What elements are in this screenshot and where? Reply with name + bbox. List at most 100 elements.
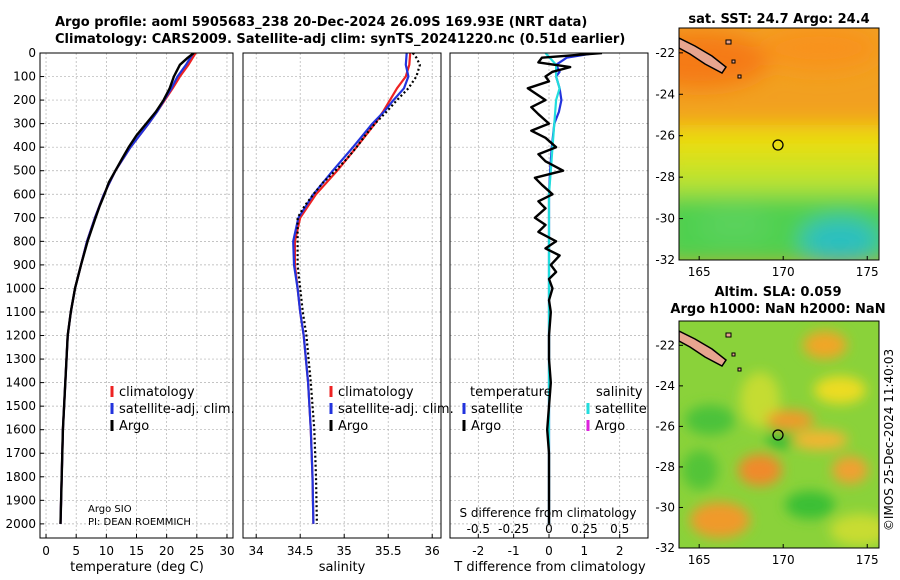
- sla_map-xtick-label: 175: [856, 553, 879, 567]
- depth-ytick-label: 1100: [5, 305, 36, 319]
- island-dot: [725, 39, 732, 45]
- sst-map: sat. SST: 24.7 Argo: 24.4: [655, 12, 880, 279]
- sst_map-xtick-label: 175: [856, 265, 879, 279]
- difference-xtick-label: -2: [472, 544, 484, 558]
- sla_map-ytick-label: -22: [655, 338, 675, 352]
- legend-d-t-argo-label: Argo: [471, 419, 501, 434]
- depth-ytick-label: 300: [13, 117, 36, 131]
- imos-credit: ©IMOS 25-Dec-2024 11:40:03: [882, 349, 896, 531]
- legend-s-satellite-label: satellite-adj. clim.: [338, 402, 454, 417]
- depth-ytick-label: 700: [13, 211, 36, 225]
- argo-float-marker: [772, 429, 784, 441]
- legend-d-s-satellite-label: satellite: [595, 402, 647, 417]
- salinity-xlabel: salinity: [319, 560, 366, 575]
- sst-map-frame: [678, 27, 880, 261]
- new-caledonia-island: [679, 37, 728, 74]
- sst_map-ytick-label: -32: [655, 253, 675, 267]
- depth-ytick-label: 900: [13, 258, 36, 272]
- depth-ytick-label: 1800: [5, 470, 36, 484]
- temperature-series-argo: [59, 53, 195, 524]
- island-dot: [737, 74, 742, 79]
- difference-top-xtick-label: 0: [545, 522, 553, 536]
- island-dot: [731, 352, 736, 357]
- depth-ytick-label: 0: [28, 46, 36, 60]
- sla_map-ytick-label: -30: [655, 500, 675, 514]
- salinity-xtick-label: 35: [337, 544, 352, 558]
- salinity-axes-frame: [242, 52, 442, 539]
- annotation-pi-name: PI: DEAN ROEMMICH: [88, 517, 191, 528]
- depth-ytick-label: 2000: [5, 517, 36, 531]
- sla_map-ytick-label: -28: [655, 460, 675, 474]
- salinity-xtick-label: 36: [425, 544, 440, 558]
- depth-ytick-label: 600: [13, 187, 36, 201]
- sla-map: Altim. SLA: 0.059 Argo h1000: NaN h2000:…: [655, 285, 885, 567]
- depth-ytick-label: 1900: [5, 493, 36, 507]
- legend-d-temperature-heading: temperature: [470, 385, 552, 400]
- temperature-xtick-label: 20: [159, 544, 174, 558]
- difference-xtick-label: 1: [581, 544, 589, 558]
- sst_map-ytick-label: -24: [655, 87, 675, 101]
- difference-top-xtick-label: -0.25: [498, 522, 529, 536]
- legend-s-climatology-label: climatology: [338, 385, 414, 400]
- legend-argo-label: Argo: [119, 419, 149, 434]
- sla_map-ytick-label: -32: [655, 541, 675, 555]
- temperature-xtick-label: 30: [219, 544, 234, 558]
- sst_map-ytick-label: -26: [655, 129, 675, 143]
- sst_map-ytick-label: -28: [655, 170, 675, 184]
- depth-ytick-label: 200: [13, 93, 36, 107]
- difference-xlabel: T difference from climatology: [453, 560, 646, 575]
- island-dot: [737, 367, 742, 372]
- argo-float-marker: [772, 139, 784, 151]
- salinity-xtick-label: 34.5: [287, 544, 314, 558]
- sla_map-ytick-label: -24: [655, 379, 675, 393]
- difference-series-argo-temperature: [526, 53, 603, 524]
- annotation-argo-sio: Argo SIO: [88, 504, 132, 515]
- depth-ytick-label: 800: [13, 234, 36, 248]
- salinity-xtick-label: 35.5: [375, 544, 402, 558]
- depth-ytick-label: 1400: [5, 376, 36, 390]
- sst_map-xtick-label: 170: [772, 265, 795, 279]
- sla-map-frame: [678, 320, 880, 549]
- difference-xtick-label: -1: [508, 544, 520, 558]
- sst_map-xtick-label: 165: [688, 265, 711, 279]
- island-dot: [731, 59, 736, 64]
- sla-map-title-line2: Argo h1000: NaN h2000: NaN: [670, 302, 885, 317]
- depth-ytick-label: 500: [13, 164, 36, 178]
- depth-ytick-label: 1200: [5, 329, 36, 343]
- difference-top-xtick-label: -0.5: [467, 522, 490, 536]
- temperature-xtick-label: 25: [189, 544, 204, 558]
- temperature-panel: 0 100 200 300 400 500 600 700 800 900 1000 1100 1200…: [5, 46, 234, 575]
- depth-ytick-label: 1500: [5, 399, 36, 413]
- depth-ytick-label: 1000: [5, 281, 36, 295]
- sst_map-ytick-label: -22: [655, 46, 675, 60]
- difference-panel: -2 -1 0 1 2 -0.5 -0.25 0 0.25 0.5 S difference f…: [449, 52, 649, 575]
- legend-d-t-satellite-label: satellite: [471, 402, 523, 417]
- legend-s-argo-label: Argo: [338, 419, 368, 434]
- depth-ytick-label: 400: [13, 140, 36, 154]
- salinity-series-satellite-adj-clim-: [292, 53, 410, 524]
- difference-top-xlabel: S difference from climatology: [460, 506, 637, 520]
- difference-xtick-label: 0: [545, 544, 553, 558]
- island-dot: [725, 332, 732, 338]
- salinity-series-argo: [296, 53, 421, 524]
- difference-xtick-label: 2: [616, 544, 624, 558]
- temperature-xtick-label: 5: [72, 544, 80, 558]
- depth-ytick-label: 1700: [5, 446, 36, 460]
- sst_map-ytick-label: -30: [655, 212, 675, 226]
- new-caledonia-island: [679, 330, 728, 367]
- salinity-xtick-label: 34: [249, 544, 264, 558]
- difference-top-xtick-label: 0.5: [610, 522, 629, 536]
- difference-top-xtick-label: 0.25: [571, 522, 598, 536]
- figure-title-line1: Argo profile: aoml 5905683_238 20-Dec-20…: [55, 15, 588, 30]
- temperature-xtick-label: 15: [129, 544, 144, 558]
- sla_map-xtick-label: 170: [772, 553, 795, 567]
- depth-ytick-label: 100: [13, 70, 36, 84]
- salinity-panel: 34 34.5 35 35.5 36 salinity climatology sate…: [242, 52, 454, 575]
- sla-map-title-line1: Altim. SLA: 0.059: [715, 285, 842, 300]
- sla_map-xtick-label: 165: [688, 553, 711, 567]
- depth-ytick-label: 1600: [5, 423, 36, 437]
- sst-map-title: sat. SST: 24.7 Argo: 24.4: [688, 12, 869, 27]
- sla_map-ytick-label: -26: [655, 419, 675, 433]
- temperature-xlabel: temperature (deg C): [70, 560, 204, 575]
